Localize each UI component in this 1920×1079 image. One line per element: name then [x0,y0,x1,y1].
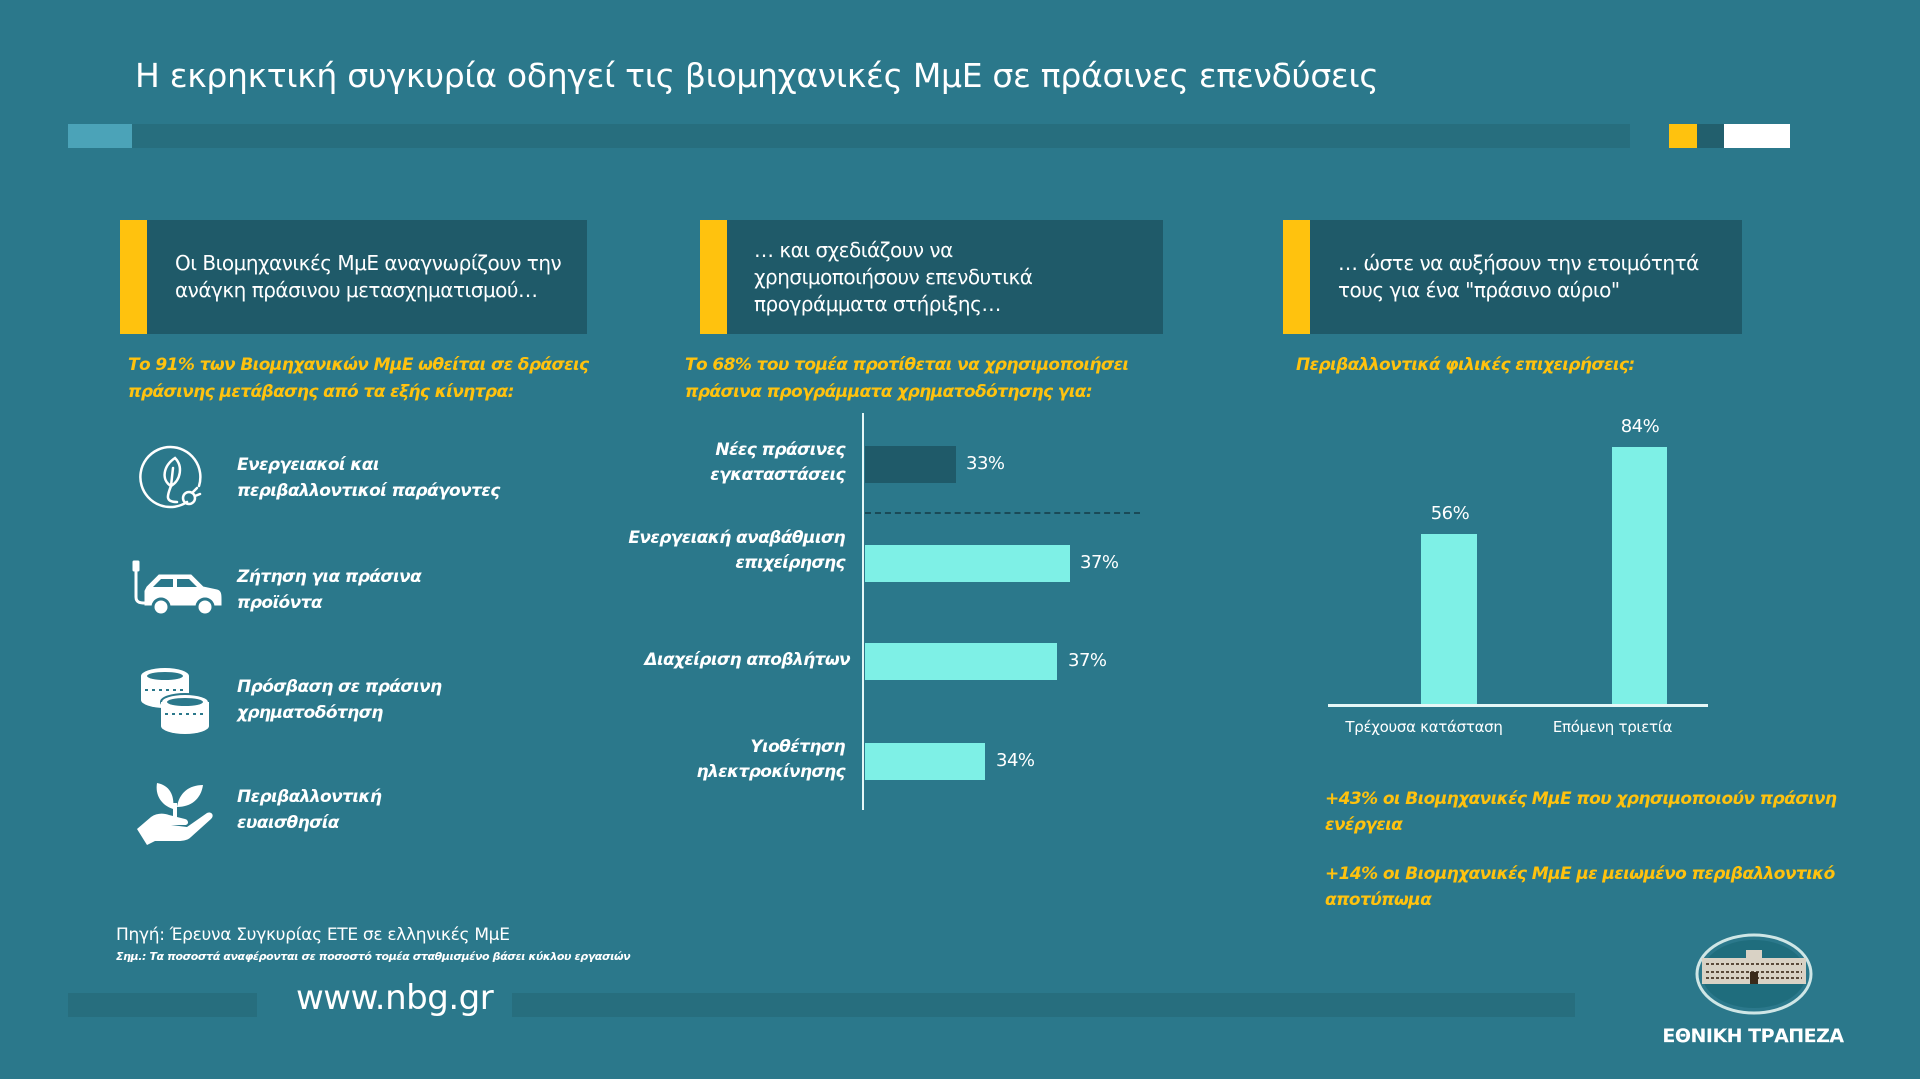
panel-2-subtitle: Το 68% του τομέα προτίθεται να χρησιμοπο… [685,355,1129,402]
header-accent-yellow [1669,124,1697,148]
panel-heading-text: … και σχεδιάζουν να χρησιμοποιήσουν επεν… [754,237,1033,316]
hbar-bar [865,643,1057,680]
hbar-value-label: 34% [996,750,1035,771]
header-accent-light [68,124,132,148]
driver-label: Πρόσβαση σε πράσινη χρηματοδότηση [237,677,442,723]
panel-accent-strip [1283,220,1310,334]
footer-bar-left [68,993,257,1017]
hbar-value-label: 37% [1068,650,1107,671]
header-accent-dark [1697,124,1724,148]
page-title: Η εκρηκτική συγκυρία οδηγεί τις βιομηχαν… [135,56,1379,95]
stat-note: +14% οι Βιομηχανικές ΜμΕ με μειωμένο περ… [1325,864,1835,910]
panel-heading-2: … και σχεδιάζουν να χρησιμοποιήσουν επεν… [700,220,1163,334]
driver-item: Πρόσβαση σε πράσινη χρηματοδότηση [125,660,457,740]
vbar-bar [1612,447,1667,705]
coins-icon [125,660,225,740]
panel-heading-3: … ώστε να αυξήσουν την ετοιμότητά τους γ… [1283,220,1742,334]
hbar-chart-separator [865,512,1140,514]
header-accent-white [1724,124,1790,148]
driver-label: Περιβαλλοντική ευαισθησία [237,787,382,833]
source-text: Πηγή: Έρευνα Συγκυρίας ΕΤΕ σε ελληνικές … [116,925,510,945]
panel-heading-text: Οι Βιομηχανικές ΜμΕ αναγνωρίζουν την ανά… [175,251,562,302]
vbar-value-label: 84% [1620,416,1660,437]
driver-item: Ενεργειακοί και περιβαλλοντικοί παράγοντ… [125,438,527,518]
vbar-category-label: Τρέχουσα κατάσταση [1345,718,1503,736]
vbar-bar [1421,534,1477,705]
hbar-category-label: Νέες πράσινες εγκαταστάσεις [710,440,845,485]
hbar-category-label: Υιοθέτηση ηλεκτροκίνησης [696,737,845,782]
leaf-plug-icon [125,438,225,518]
hbar-bar [865,545,1070,582]
vbar-chart-axis [1328,704,1708,707]
hbar-value-label: 37% [1080,552,1119,573]
hbar-bar [865,743,985,780]
bank-logo-icon [1694,932,1814,1020]
hand-plant-icon [125,770,225,850]
driver-item: Περιβαλλοντική ευαισθησία [125,770,437,850]
website-link[interactable]: www.nbg.gr [296,978,494,1018]
vbar-value-label: 56% [1430,503,1470,524]
driver-label: Ζήτηση για πράσινα προϊόντα [237,567,422,613]
panel-1-subtitle: Το 91% των Βιομηχανικών ΜμΕ ωθείται σε δ… [128,355,589,402]
driver-item: Ζήτηση για πράσινα προϊόντα [125,550,437,630]
electric-car-icon [125,550,225,630]
panel-3-subtitle: Περιβαλλοντικά φιλικές επιχειρήσεις: [1296,355,1635,375]
hbar-category-label: Ενεργειακή αναβάθμιση επιχείρησης [628,528,845,573]
vbar-category-label: Επόμενη τριετία [1552,718,1673,736]
hbar-bar [865,446,956,483]
panel-accent-strip [120,220,147,334]
hbar-value-label: 33% [966,453,1005,474]
footer-bar-right [512,993,1575,1017]
panel-heading-1: Οι Βιομηχανικές ΜμΕ αναγνωρίζουν την ανά… [120,220,587,334]
driver-label: Ενεργειακοί και περιβαλλοντικοί παράγοντ… [237,455,500,501]
hbar-chart-axis [862,413,864,810]
hbar-category-label: Διαχείριση αποβλήτων [644,650,850,670]
footnote-text: Σημ.: Τα ποσοστά αναφέρονται σε ποσοστό … [116,950,631,963]
panel-heading-text: … ώστε να αυξήσουν την ετοιμότητά τους γ… [1338,251,1699,302]
panel-accent-strip [700,220,727,334]
bank-name: ΕΘΝΙΚΗ ΤΡΑΠΕΖΑ [1662,1025,1844,1047]
stat-note: +43% οι Βιομηχανικές ΜμΕ που χρησιμοποιο… [1325,789,1837,835]
header-divider-bar [68,124,1630,148]
